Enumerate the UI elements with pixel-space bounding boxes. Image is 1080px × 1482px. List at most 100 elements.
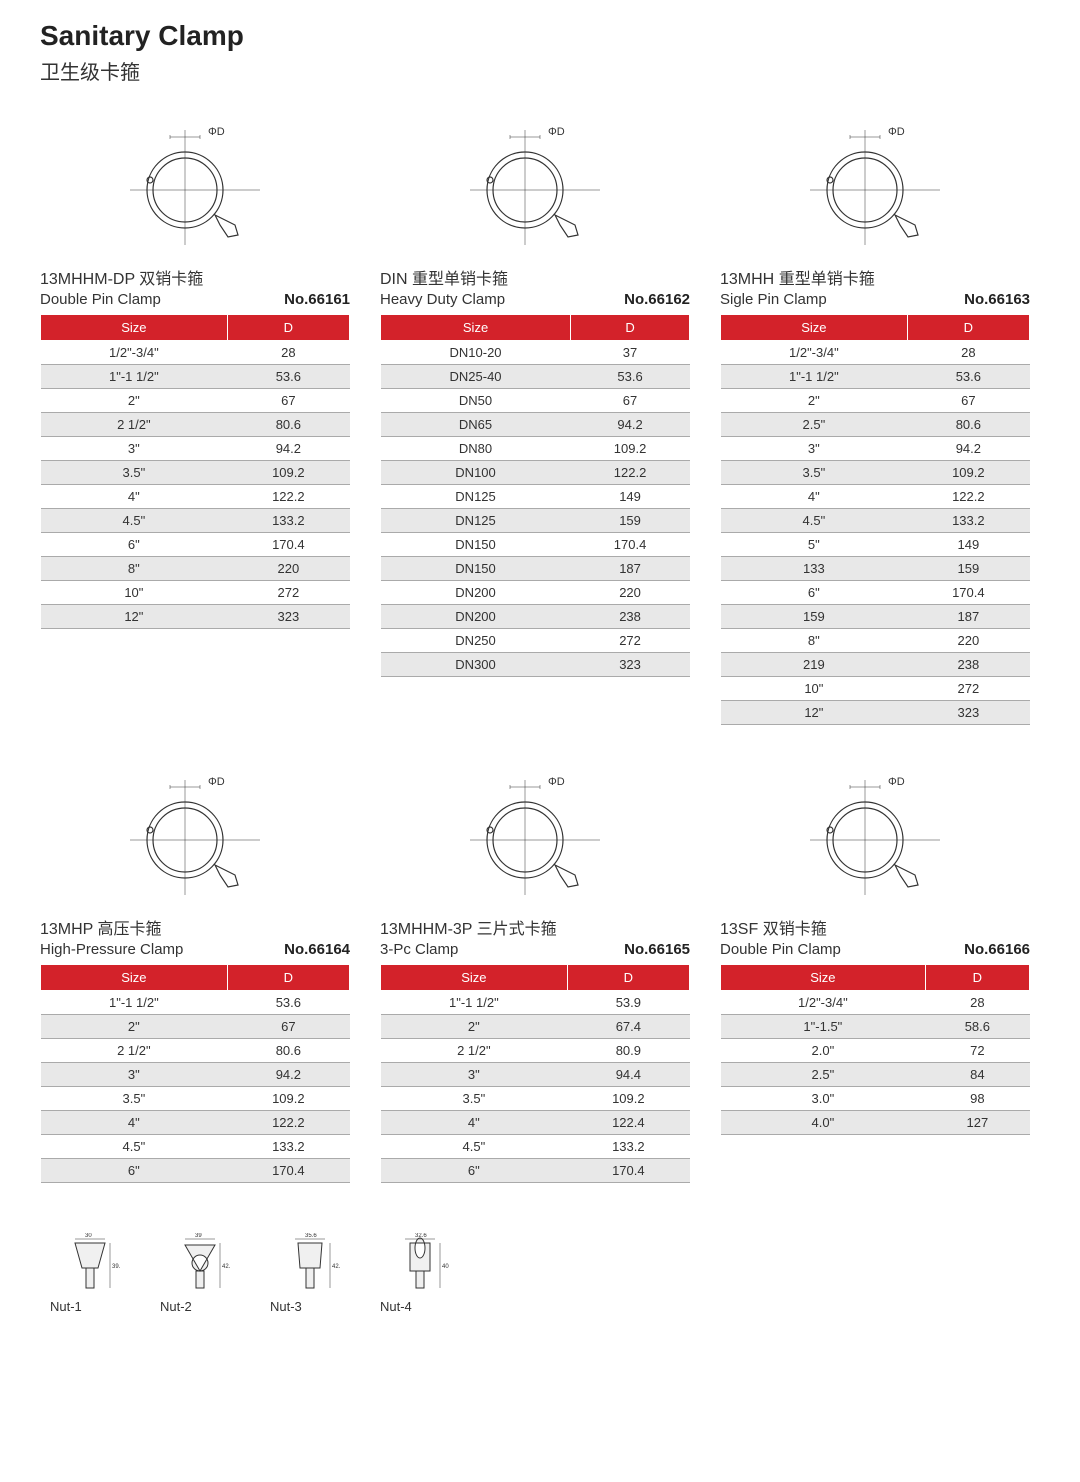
- product-name-en: 3-Pc Clamp: [380, 941, 458, 958]
- cell-size: 4.5": [41, 509, 228, 533]
- cell-size: 2": [41, 1015, 228, 1039]
- cell-size: 4.5": [381, 1135, 568, 1159]
- table-row: 4.0" 127: [721, 1111, 1030, 1135]
- col-d: D: [567, 965, 689, 991]
- col-d: D: [571, 315, 690, 341]
- table-row: 6" 170.4: [381, 1159, 690, 1183]
- cell-d: 67: [227, 1015, 349, 1039]
- cell-d: 53.6: [227, 991, 349, 1015]
- cell-d: 187: [571, 557, 690, 581]
- cell-d: 53.6: [227, 365, 349, 389]
- cell-size: DN10-20: [381, 341, 571, 365]
- cell-d: 133.2: [227, 509, 349, 533]
- cell-d: 109.2: [907, 461, 1029, 485]
- cell-d: 133.2: [907, 509, 1029, 533]
- cell-d: 67: [571, 389, 690, 413]
- cell-size: 12": [721, 701, 908, 725]
- cell-size: DN125: [381, 509, 571, 533]
- table-row: 1/2"-3/4" 28: [721, 991, 1030, 1015]
- cell-d: 94.2: [571, 413, 690, 437]
- cell-size: 4": [721, 485, 908, 509]
- cell-size: DN100: [381, 461, 571, 485]
- spec-table: Size D 1/2"-3/4" 28 1"-1 1/2" 53.6 2" 67…: [40, 314, 350, 629]
- clamp-diagram-icon: ΦD: [120, 125, 270, 245]
- cell-d: 58.6: [925, 1015, 1029, 1039]
- table-row: 8" 220: [721, 629, 1030, 653]
- table-row: 4" 122.2: [41, 485, 350, 509]
- nut-label: Nut-3: [270, 1299, 350, 1314]
- spec-table: Size D 1/2"-3/4" 28 1"-1 1/2" 53.6 2" 67…: [720, 314, 1030, 725]
- cell-size: 4.5": [41, 1135, 228, 1159]
- nut-diagram-icon: 32.6 40: [390, 1233, 450, 1293]
- cell-size: 3": [381, 1063, 568, 1087]
- cell-size: 10": [41, 581, 228, 605]
- cell-size: 133: [721, 557, 908, 581]
- table-row: 3.5" 109.2: [41, 1087, 350, 1111]
- table-row: 4" 122.2: [41, 1111, 350, 1135]
- product-code-cn: 13MHH 重型单销卡箍: [720, 265, 875, 289]
- cell-size: DN300: [381, 653, 571, 677]
- svg-text:30: 30: [85, 1233, 92, 1239]
- cell-d: 80.6: [227, 1039, 349, 1063]
- cell-size: 3": [41, 437, 228, 461]
- cell-d: 220: [907, 629, 1029, 653]
- cell-size: 6": [41, 1159, 228, 1183]
- product-card: ΦD 13MHH 重型单销卡箍 Sigle Pin Clamp No.66163…: [720, 115, 1030, 725]
- table-row: DN50 67: [381, 389, 690, 413]
- spec-table: Size D 1/2"-3/4" 28 1"-1.5" 58.6 2.0" 72…: [720, 964, 1030, 1135]
- table-row: DN125 159: [381, 509, 690, 533]
- cell-d: 133.2: [227, 1135, 349, 1159]
- diagram-box: ΦD: [380, 765, 690, 905]
- product-card: ΦD 13MHHM-3P 三片式卡箍 3-Pc Clamp No.66165 S…: [380, 765, 690, 1183]
- cell-size: 4.0": [721, 1111, 926, 1135]
- table-row: DN10-20 37: [381, 341, 690, 365]
- cell-size: 8": [41, 557, 228, 581]
- cell-size: DN150: [381, 557, 571, 581]
- product-code-cn: 13MHP 高压卡箍: [40, 915, 162, 939]
- svg-text:39.2: 39.2: [112, 1264, 120, 1270]
- product-card: ΦD 13MHP 高压卡箍 High-Pressure Clamp No.661…: [40, 765, 350, 1183]
- product-title-row: 13MHH 重型单销卡箍: [720, 265, 1030, 289]
- cell-d: 109.2: [227, 1087, 349, 1111]
- table-row: 2.5" 80.6: [721, 413, 1030, 437]
- table-row: 3" 94.2: [41, 437, 350, 461]
- col-d: D: [227, 315, 349, 341]
- cell-size: DN125: [381, 485, 571, 509]
- clamp-diagram-icon: ΦD: [460, 775, 610, 895]
- product-title-en-row: Double Pin Clamp No.66166: [720, 941, 1030, 958]
- cell-size: DN65: [381, 413, 571, 437]
- page-title: Sanitary Clamp: [40, 20, 1040, 52]
- svg-text:ΦD: ΦD: [208, 126, 225, 138]
- cell-d: 159: [907, 557, 1029, 581]
- cell-size: 4": [381, 1111, 568, 1135]
- product-title-en-row: Double Pin Clamp No.66161: [40, 291, 350, 308]
- table-row: DN25-40 53.6: [381, 365, 690, 389]
- table-row: 1"-1.5" 58.6: [721, 1015, 1030, 1039]
- product-name-en: Heavy Duty Clamp: [380, 291, 505, 308]
- page-subtitle: 卫生级卡箍: [40, 56, 1040, 85]
- cell-d: 80.6: [907, 413, 1029, 437]
- nuts-row: 30 39.2 Nut-1 39 42.2 Nut-2 35.6 42.5 Nu…: [40, 1223, 1040, 1314]
- col-size: Size: [721, 315, 908, 341]
- col-d: D: [925, 965, 1029, 991]
- table-row: 6" 170.4: [41, 1159, 350, 1183]
- cell-size: 1"-1 1/2": [41, 991, 228, 1015]
- cell-size: DN200: [381, 581, 571, 605]
- cell-size: 3.5": [381, 1087, 568, 1111]
- diagram-box: ΦD: [380, 115, 690, 255]
- nut-item: 32.6 40 Nut-4: [380, 1223, 460, 1314]
- product-name-en: High-Pressure Clamp: [40, 941, 183, 958]
- cell-size: 159: [721, 605, 908, 629]
- svg-text:42.2: 42.2: [222, 1264, 230, 1270]
- cell-d: 170.4: [227, 1159, 349, 1183]
- cell-size: 1"-1 1/2": [721, 365, 908, 389]
- product-title-row: 13MHHM-3P 三片式卡箍: [380, 915, 690, 939]
- table-row: 2 1/2" 80.6: [41, 1039, 350, 1063]
- table-row: 4.5" 133.2: [41, 509, 350, 533]
- svg-text:32.6: 32.6: [415, 1233, 427, 1239]
- clamp-diagram-icon: ΦD: [120, 775, 270, 895]
- clamp-diagram-icon: ΦD: [800, 125, 950, 245]
- product-title-row: 13MHP 高压卡箍: [40, 915, 350, 939]
- spec-table: Size D 1"-1 1/2" 53.9 2" 67.4 2 1/2" 80.…: [380, 964, 690, 1183]
- product-card: ΦD 13SF 双销卡箍 Double Pin Clamp No.66166 S…: [720, 765, 1030, 1183]
